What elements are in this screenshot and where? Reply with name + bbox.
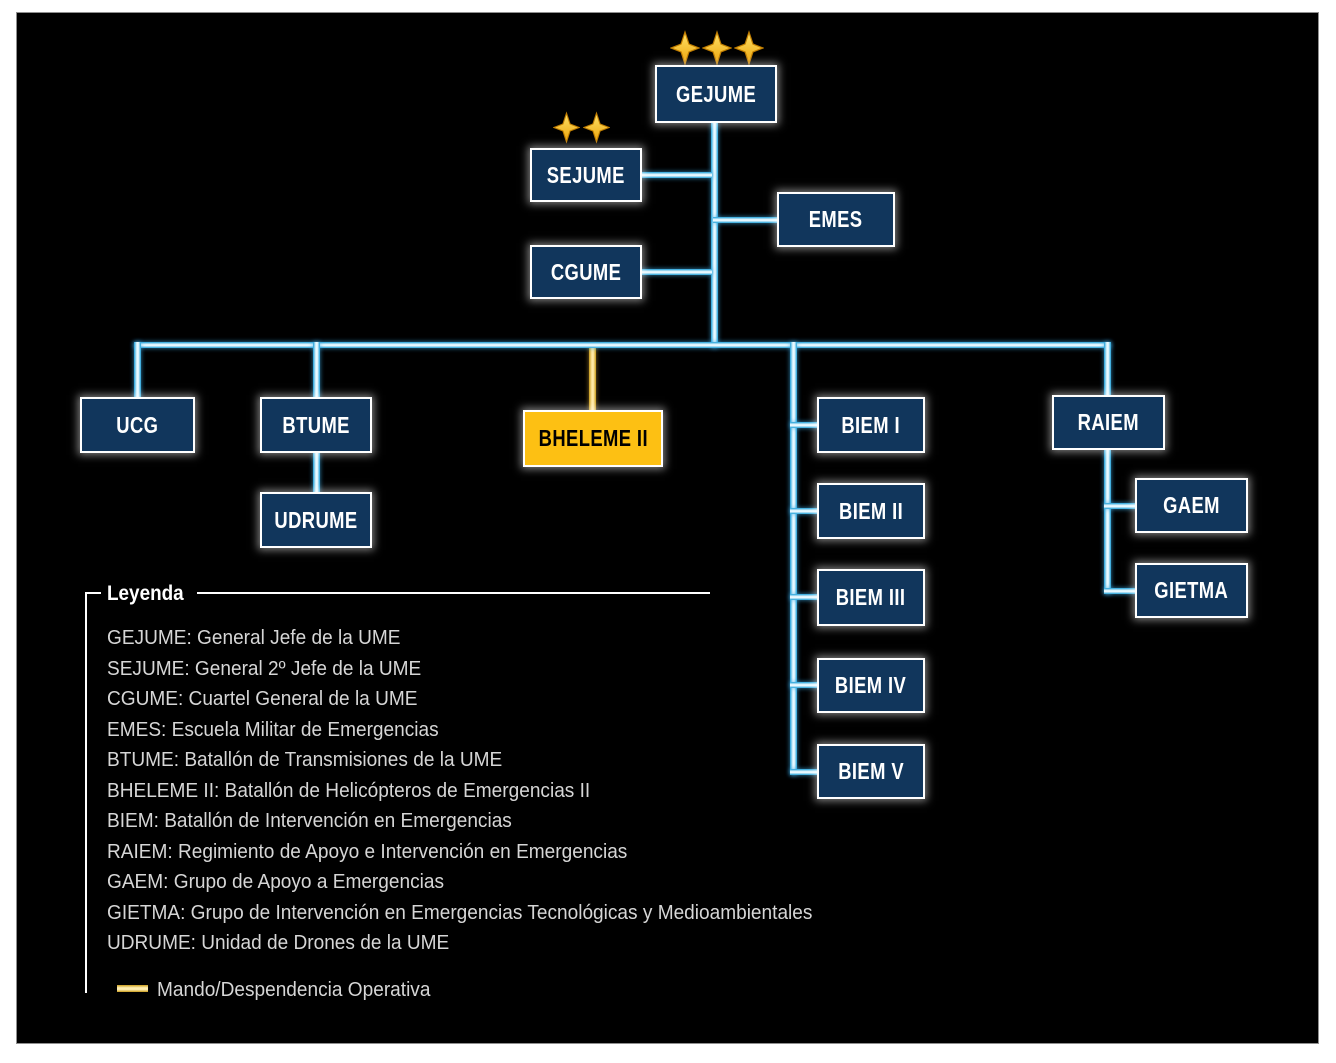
legend-item: BIEM: Batallón de Intervención en Emerge… — [107, 809, 512, 832]
legend-item: CGUME: Cuartel General de la UME — [107, 687, 418, 710]
org-node-udrume: UDRUME — [260, 492, 372, 548]
node-label: CGUME — [550, 258, 622, 285]
org-node-biem-i: BIEM I — [817, 397, 925, 453]
connector-stub-gaem — [1104, 503, 1137, 509]
legend-item: GIETMA: Grupo de Intervención en Emergen… — [107, 900, 813, 924]
connector-stub-cgume — [640, 269, 712, 275]
org-node-biem-v: BIEM V — [817, 744, 925, 799]
legend-operational-note: Mando/Despendencia Operativa — [157, 978, 431, 1001]
legend-items: GEJUME: General Jefe de la UME SEJUME: G… — [107, 623, 866, 959]
connector-stub-sejume — [640, 172, 712, 178]
node-label: BHELEME II — [538, 425, 648, 451]
node-label: UDRUME — [274, 506, 358, 533]
node-label: BIEM I — [841, 411, 901, 438]
legend-title: Leyenda — [107, 582, 184, 605]
node-label: RAIEM — [1077, 409, 1140, 435]
connector-stub-gietma — [1104, 588, 1137, 594]
connector-stub-biem1 — [790, 422, 819, 428]
node-label: BIEM V — [838, 758, 904, 784]
rank-star-icon — [553, 111, 580, 144]
chart-canvas — [16, 12, 1319, 1044]
legend-item: SEJUME: General 2º Jefe de la UME — [107, 656, 422, 680]
rank-star-icon — [670, 30, 700, 66]
org-node-cgume: CGUME — [530, 245, 642, 299]
org-node-sejume: SEJUME — [530, 148, 642, 202]
legend-item: UDRUME: Unidad de Drones de la UME — [107, 931, 450, 954]
connector-stub-biem2 — [790, 508, 819, 514]
legend-title-rule — [197, 592, 710, 594]
node-label: EMES — [809, 206, 863, 232]
org-node-bheleme-ii: BHELEME II — [523, 410, 663, 467]
connector-trunk-gejume — [711, 123, 718, 348]
connector-stub-biem4 — [790, 682, 819, 688]
org-node-biem-iii: BIEM III — [817, 569, 925, 626]
connector-drop-raiem — [1104, 342, 1111, 397]
node-label: BIEM II — [838, 497, 904, 524]
connector-stub-emes — [713, 217, 779, 223]
org-node-btume: BTUME — [260, 397, 372, 453]
node-label: BTUME — [282, 411, 350, 438]
legend-item: BTUME: Batallón de Transmisiones de la U… — [107, 748, 503, 771]
node-label: GAEM — [1163, 492, 1220, 518]
legend-bracket-vertical — [85, 592, 87, 993]
org-node-biem-iv: BIEM IV — [817, 658, 925, 713]
org-node-raiem: RAIEM — [1052, 395, 1165, 450]
node-label: GIETMA — [1154, 577, 1229, 603]
node-label: SEJUME — [546, 161, 626, 188]
connector-main-horizontal — [134, 342, 1111, 348]
org-node-gaem: GAEM — [1135, 478, 1248, 533]
connector-gold-bheleme — [589, 344, 596, 412]
connector-drop-ucg — [134, 342, 141, 399]
org-node-emes: EMES — [777, 192, 895, 247]
org-node-gejume: GEJUME — [655, 65, 777, 123]
legend-item: RAIEM: Regimiento de Apoyo e Intervenció… — [107, 839, 628, 863]
connector-btume-udrume — [313, 453, 320, 494]
connector-stub-biem5 — [790, 769, 819, 775]
node-label: UCG — [116, 411, 159, 438]
org-node-biem-ii: BIEM II — [817, 483, 925, 539]
connector-trunk-biem — [790, 342, 797, 775]
legend-bracket-dash — [85, 592, 101, 594]
node-label: GEJUME — [675, 80, 757, 107]
legend-item: EMES: Escuela Militar de Emergencias — [107, 717, 439, 741]
org-node-gietma: GIETMA — [1135, 563, 1248, 618]
legend-item: BHELEME II: Batallón de Helicópteros de … — [107, 778, 591, 802]
org-node-ucg: UCG — [80, 397, 195, 453]
rank-star-icon — [702, 30, 732, 66]
gold-line-swatch-icon — [117, 985, 148, 992]
connector-stub-biem3 — [790, 594, 819, 600]
connector-trunk-raiem — [1104, 450, 1111, 594]
legend-item: GAEM: Grupo de Apoyo a Emergencias — [107, 870, 444, 893]
connector-drop-btume — [313, 342, 320, 399]
rank-star-icon — [734, 30, 764, 66]
legend-item: GEJUME: General Jefe de la UME — [107, 626, 401, 649]
rank-star-icon — [583, 111, 610, 144]
node-label: BIEM III — [836, 584, 906, 610]
node-label: BIEM IV — [835, 672, 907, 698]
